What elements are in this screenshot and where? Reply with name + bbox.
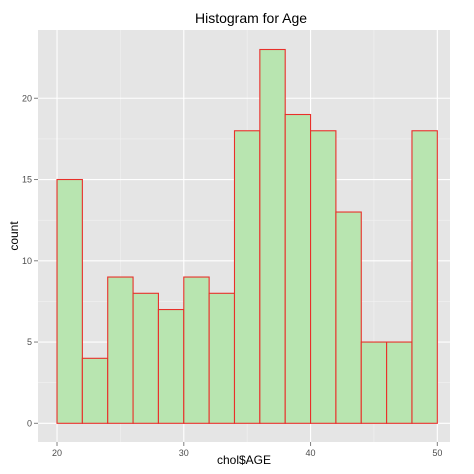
- histogram-bar: [107, 276, 134, 424]
- y-axis-label: count: [7, 221, 21, 251]
- histogram-bar: [411, 130, 438, 424]
- histogram-bar: [284, 113, 312, 424]
- x-tick-label: 50: [432, 448, 442, 458]
- histogram-bar: [56, 178, 83, 424]
- histogram-bar: [259, 48, 286, 424]
- histogram-bar: [157, 308, 185, 424]
- y-tick-label: 10: [22, 256, 32, 266]
- histogram-bar: [360, 341, 388, 424]
- chart-title: Histogram for Age: [195, 10, 307, 26]
- histogram-bar: [81, 357, 109, 424]
- x-axis-label: chol$AGE: [217, 453, 271, 467]
- y-tick-label: 20: [22, 93, 32, 103]
- histogram-bar: [208, 292, 236, 424]
- x-tick-label: 20: [52, 448, 62, 458]
- histogram-bar: [386, 341, 413, 424]
- histogram-bar: [132, 292, 159, 424]
- y-axis-ticks: 0 5 10 15 20: [22, 93, 38, 428]
- x-tick-label: 40: [306, 448, 316, 458]
- y-tick-label: 15: [22, 175, 32, 185]
- y-tick-label: 0: [27, 418, 32, 428]
- histogram-bar: [233, 130, 261, 424]
- x-tick-label: 30: [179, 448, 189, 458]
- histogram-bars: [56, 48, 438, 424]
- histogram-bar: [310, 130, 337, 424]
- histogram-bar: [335, 211, 362, 424]
- histogram-bar: [183, 276, 210, 424]
- x-axis-ticks: 20 30 40 50: [52, 442, 442, 458]
- y-tick-label: 5: [27, 337, 32, 347]
